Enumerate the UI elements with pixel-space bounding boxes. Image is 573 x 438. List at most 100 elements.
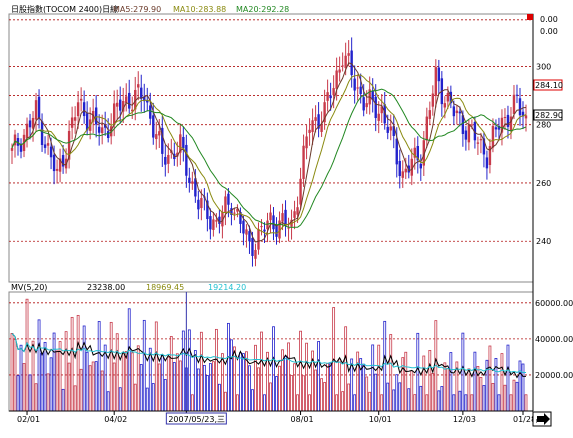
volume-bar [293,363,296,412]
volume-bar [85,351,89,412]
candle-body [461,115,465,134]
candle-body [94,107,98,125]
candle-body [79,98,83,101]
volume-bar [154,321,158,412]
candle-body [161,127,164,154]
candle-body [488,146,492,165]
ma10-legend: MA10:283.88 [173,5,226,14]
candle-body [197,199,200,210]
volume-bar [263,394,266,412]
volume-bar [106,391,110,412]
candle-body [401,171,404,178]
candle-body [410,158,413,176]
candle-body [254,249,257,259]
candle-body [341,65,344,67]
candle-body [146,100,149,103]
candle-body [227,193,230,205]
volume-bar [221,353,224,412]
volume-bar [52,332,56,412]
candle-body [167,154,170,164]
volume-bar [464,394,468,412]
price-top-marker [527,14,533,20]
candle-body [455,110,459,114]
volume-bar [31,340,35,412]
volume-bar [88,365,92,412]
volume-bar [383,320,387,412]
candle-body [109,126,113,137]
volume-bar [187,329,191,412]
candle-body [521,111,525,117]
volume-bar [497,394,501,412]
candle-body [422,140,426,166]
candle-body [518,98,522,116]
ma20-legend: MA20:292.28 [236,5,289,14]
volume-bar [248,365,251,412]
volume-bar [500,353,504,412]
candle-body [251,237,254,256]
candle-body [311,120,314,132]
volume-bar [269,382,272,412]
candle-body [491,125,495,148]
candle-body [365,103,368,108]
volume-bar [503,384,507,412]
candle-body [356,87,359,89]
candle-body [326,92,329,101]
price-panel-frame [8,13,534,283]
volume-bar [121,352,125,412]
candle-body [52,154,56,172]
candle-body [479,139,483,141]
candle-body [494,127,498,130]
candle-body [25,123,29,138]
volume-bar [148,347,152,412]
volume-bar [431,373,435,412]
volume-bar [139,364,143,412]
candle-body [377,113,380,121]
candle-body [383,104,386,124]
volume-bar [103,344,107,412]
candle-body [296,207,299,215]
candle-body [200,198,203,209]
x-tick-label: 08/01 [291,415,314,424]
candle-body [266,220,269,230]
volume-bar [446,368,450,412]
candle-body [182,136,185,149]
candle-body [224,196,227,213]
volume-average-lines [11,333,526,379]
candle-body [221,211,224,227]
candle-body [317,114,320,129]
volume-bar [440,386,444,412]
candle-body [112,103,116,126]
volume-bar [218,383,221,412]
volume-bar [82,325,86,412]
candle-body [404,168,407,173]
candle-body [152,115,155,138]
volume-bar [524,394,528,412]
candle-body [413,147,416,158]
candle-body [470,124,474,126]
volume-bar [199,331,203,412]
volume-bar [28,374,32,412]
volume-bar [214,328,218,412]
volume-bar [40,352,44,412]
volume-bar [34,383,38,412]
volume-bar [145,387,149,412]
candle-body [179,134,182,153]
candle-body [332,88,335,96]
volume-bar [64,331,68,412]
volume-bar [61,388,65,412]
candle-body [134,89,137,110]
candle-body [482,138,486,155]
candle-body [374,96,377,118]
volume-bar [193,350,197,412]
candle-body [458,111,462,114]
volume-bar [151,383,155,412]
volume-bar [124,351,128,412]
volume-bar [425,394,429,412]
volume-bar [299,330,302,412]
candle-body [323,102,326,123]
scroll-right-button[interactable] [532,411,552,427]
volume-bar [224,391,227,412]
candle-body [329,95,332,99]
candle-body [389,126,392,131]
volume-bar [398,382,402,412]
